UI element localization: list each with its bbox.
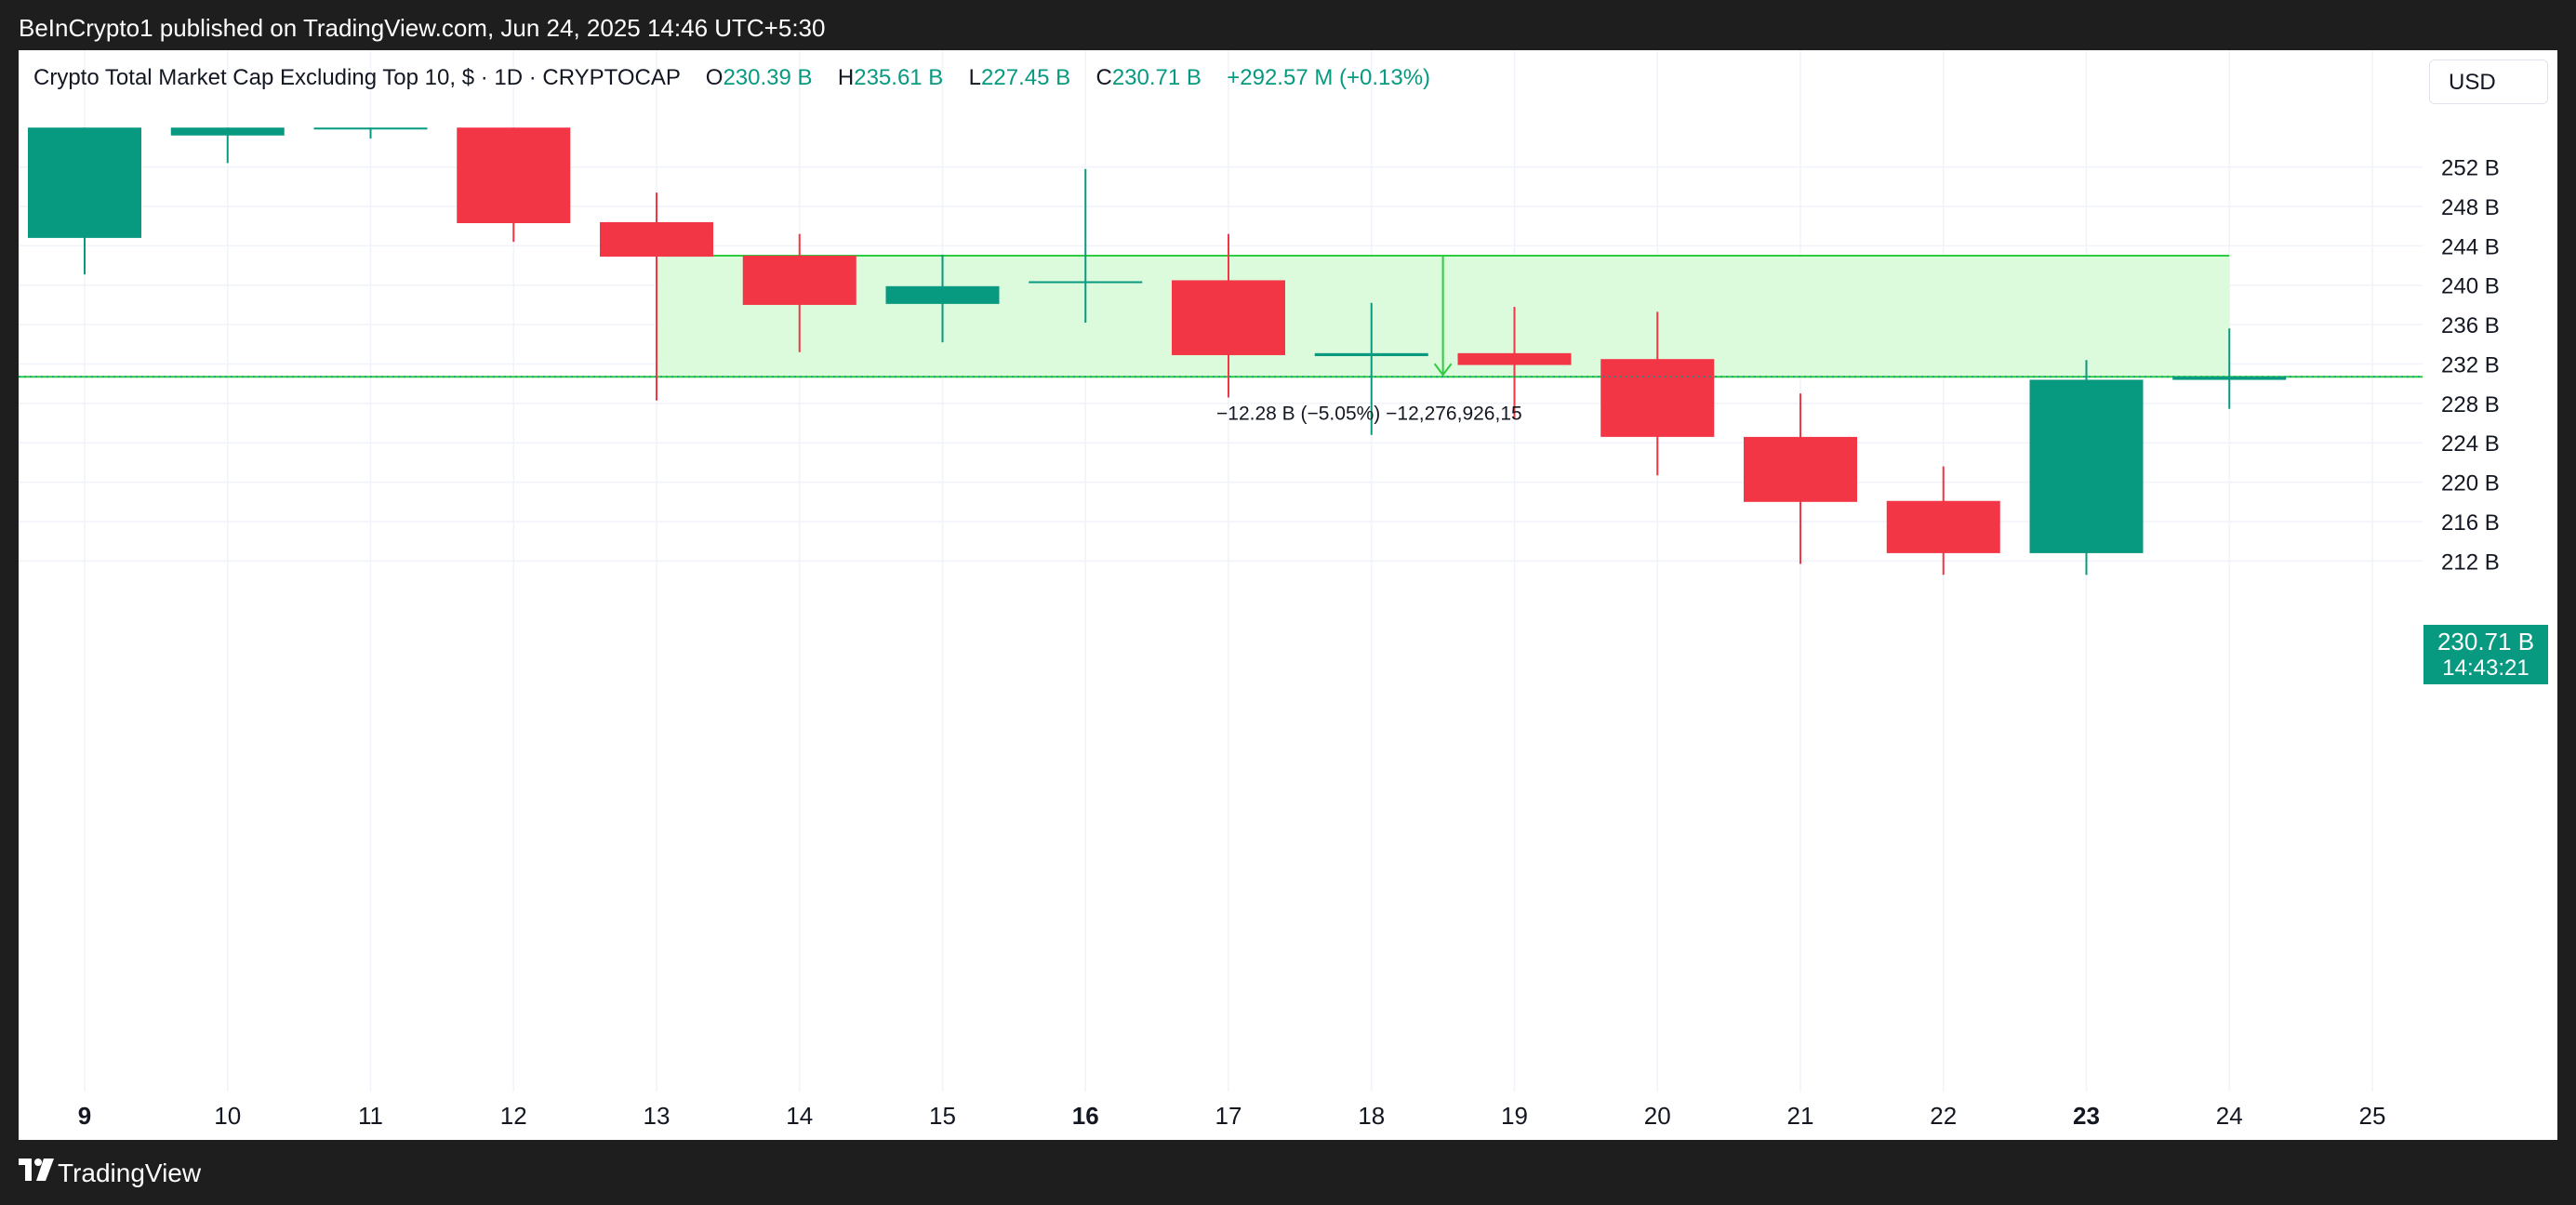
candle-body — [1744, 436, 1857, 502]
candle-body — [742, 255, 856, 305]
x-tick-label: 11 — [358, 1102, 383, 1130]
y-tick-label: 232 B — [2441, 352, 2500, 377]
annotations: −12.28 B (−5.05%) −12,276,926,15 — [19, 255, 2423, 424]
x-tick-label: 14 — [786, 1102, 813, 1130]
candle-body — [457, 127, 571, 223]
x-tick-label: 24 — [2216, 1102, 2243, 1130]
last-price-tag: 230.71 B 14:43:21 — [2423, 625, 2548, 684]
tradingview-brand[interactable]: TradingView — [58, 1159, 202, 1187]
x-tick-label: 12 — [500, 1102, 527, 1130]
grid — [19, 50, 2423, 1092]
close-label: C — [1095, 65, 1112, 90]
symbol-title[interactable]: Crypto Total Market Cap Excluding Top 10… — [33, 65, 681, 90]
bar-countdown: 14:43:21 — [2442, 655, 2530, 681]
y-tick-label: 228 B — [2441, 392, 2500, 417]
candle-body — [313, 127, 428, 130]
y-tick-label: 248 B — [2441, 195, 2500, 220]
candle-body — [1457, 352, 1572, 365]
tradingview-logo-icon[interactable] — [19, 1159, 54, 1181]
x-tick-label: 21 — [1787, 1102, 1814, 1130]
x-tick-label: 18 — [1358, 1102, 1385, 1130]
candle-body — [1172, 280, 1285, 355]
high-label: H — [837, 65, 855, 90]
low-value: 227.45 B — [981, 65, 1071, 90]
x-tick-label: 17 — [1215, 1102, 1242, 1130]
candlestick-chart[interactable]: −12.28 B (−5.05%) −12,276,926,15 212 B21… — [19, 50, 2557, 1140]
open-label: O — [705, 65, 724, 90]
measure-label: −12.28 B (−5.05%) −12,276,926,15 — [1216, 403, 1522, 424]
x-tick-label: 23 — [2073, 1102, 2100, 1130]
candle-body — [2172, 377, 2287, 380]
y-tick-label: 244 B — [2441, 234, 2500, 259]
candle-body — [1314, 352, 1428, 357]
candle-body — [170, 127, 285, 136]
x-tick-label: 16 — [1072, 1102, 1099, 1130]
last-price-value: 230.71 B — [2437, 628, 2535, 655]
publish-info: BeInCrypto1 published on TradingView.com… — [19, 14, 826, 42]
y-tick-label: 220 B — [2441, 471, 2500, 497]
currency-selector[interactable]: USD — [2429, 60, 2548, 104]
chart-area[interactable]: −12.28 B (−5.05%) −12,276,926,15 212 B 21… — [19, 50, 2557, 1140]
top-bar: BeInCrypto1 published on TradingView.com… — [0, 0, 2576, 50]
y-tick-label: 212 B — [2441, 550, 2500, 575]
candle-body — [28, 127, 141, 238]
open-value: 230.39 B — [723, 65, 813, 90]
x-tick-label: 15 — [929, 1102, 956, 1130]
high-value: 235.61 B — [854, 65, 944, 90]
x-tick-label: 13 — [644, 1102, 671, 1130]
candle-body — [1886, 500, 2000, 553]
candle-body — [1600, 359, 1715, 437]
x-tick-label: 9 — [78, 1102, 91, 1130]
candle-body — [885, 285, 1000, 304]
y-tick-label: 216 B — [2441, 510, 2500, 536]
x-tick-label: 22 — [1930, 1102, 1957, 1130]
candles — [28, 127, 2287, 576]
symbol-legend[interactable]: Crypto Total Market Cap Excluding Top 10… — [33, 65, 1430, 91]
y-tick-label: 252 B — [2441, 156, 2500, 181]
candle-body — [1029, 281, 1143, 284]
change-value: +292.57 M (+0.13%) — [1227, 65, 1431, 90]
y-tick-label: 240 B — [2441, 274, 2500, 299]
candle-body — [2029, 379, 2144, 553]
axes: 212 B 216 B 220 B 224 B 228 B 232 B 236 B 240 B… — [78, 156, 2500, 1130]
x-tick-label: 19 — [1501, 1102, 1528, 1130]
close-value: 230.71 B — [1111, 65, 1202, 90]
y-tick-label: 224 B — [2441, 431, 2500, 457]
candle-body — [600, 221, 713, 258]
measure-arrow-icon — [1433, 363, 1453, 377]
low-label: L — [968, 65, 982, 90]
footer-bar: TradingView — [0, 1140, 2576, 1205]
x-tick-label: 25 — [2359, 1102, 2386, 1130]
x-tick-label: 10 — [214, 1102, 241, 1130]
x-tick-label: 20 — [1644, 1102, 1671, 1130]
y-tick-label: 236 B — [2441, 313, 2500, 338]
